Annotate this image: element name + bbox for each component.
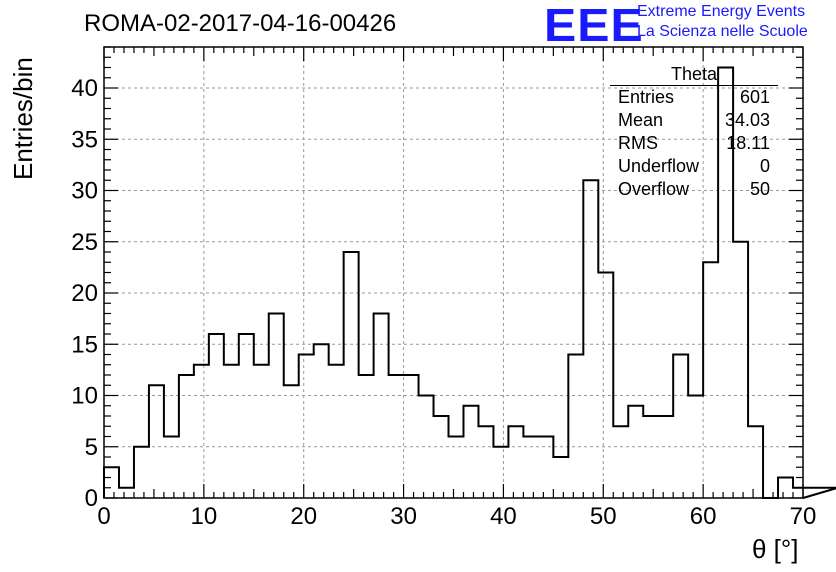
y-axis-label: Entries/bin: [8, 57, 38, 180]
tick-labels: 0 10 20 30 40 50 60 70 0 5 10 15 20 25 30 35 40: [71, 75, 816, 530]
y-tick-label: 10: [71, 383, 98, 410]
stats-value: 50: [749, 179, 770, 199]
x-tick-label: 70: [790, 503, 817, 530]
stats-row: Entries 601: [610, 86, 778, 109]
x-tick-label: 50: [590, 503, 617, 530]
stats-label: Mean: [618, 110, 664, 130]
x-tick-label: 60: [690, 503, 717, 530]
y-tick-label: 40: [71, 75, 98, 102]
x-tick-label: 40: [490, 503, 517, 530]
stats-box: Theta Entries 601 Mean 34.03 RMS 18.11 U…: [610, 64, 778, 201]
y-tick-label: 15: [71, 331, 98, 358]
logo-caption-1: Extreme Energy Events: [637, 3, 806, 20]
x-axis-label: θ [°]: [752, 534, 799, 564]
stats-label: RMS: [618, 133, 658, 153]
eee-logo: EEE: [544, 0, 644, 51]
stats-value: 601: [739, 87, 770, 107]
stats-value: 18.11: [726, 133, 770, 153]
stats-row: RMS 18.11: [610, 132, 778, 155]
x-tick-label: 10: [191, 503, 218, 530]
axis-ticks: [103, 46, 804, 499]
stats-title: Theta: [610, 64, 778, 86]
stats-value: 34.03: [724, 110, 770, 130]
histogram-line: [103, 66, 836, 499]
grid-lines: [104, 47, 803, 498]
stats-value: 0: [759, 156, 770, 176]
stats-row: Underflow 0: [610, 155, 778, 178]
stats-row: Overflow 50: [610, 178, 778, 201]
y-tick-label: 20: [71, 280, 98, 307]
run-title: ROMA-02-2017-04-16-00426: [84, 10, 397, 37]
x-tick-label: 0: [97, 503, 110, 530]
x-tick-label: 30: [390, 503, 417, 530]
stats-row: Mean 34.03: [610, 109, 778, 132]
stats-label: Entries: [618, 87, 675, 107]
y-tick-label: 25: [71, 229, 98, 256]
stats-label: Overflow: [618, 179, 690, 199]
logo-caption-2: La Scienza nelle Scuole: [637, 23, 808, 40]
y-tick-label: 35: [71, 126, 98, 153]
y-tick-label: 5: [85, 434, 98, 461]
y-tick-label: 30: [71, 178, 98, 205]
x-tick-label: 20: [290, 503, 317, 530]
stats-label: Underflow: [618, 156, 700, 176]
y-tick-label: 0: [85, 485, 98, 512]
